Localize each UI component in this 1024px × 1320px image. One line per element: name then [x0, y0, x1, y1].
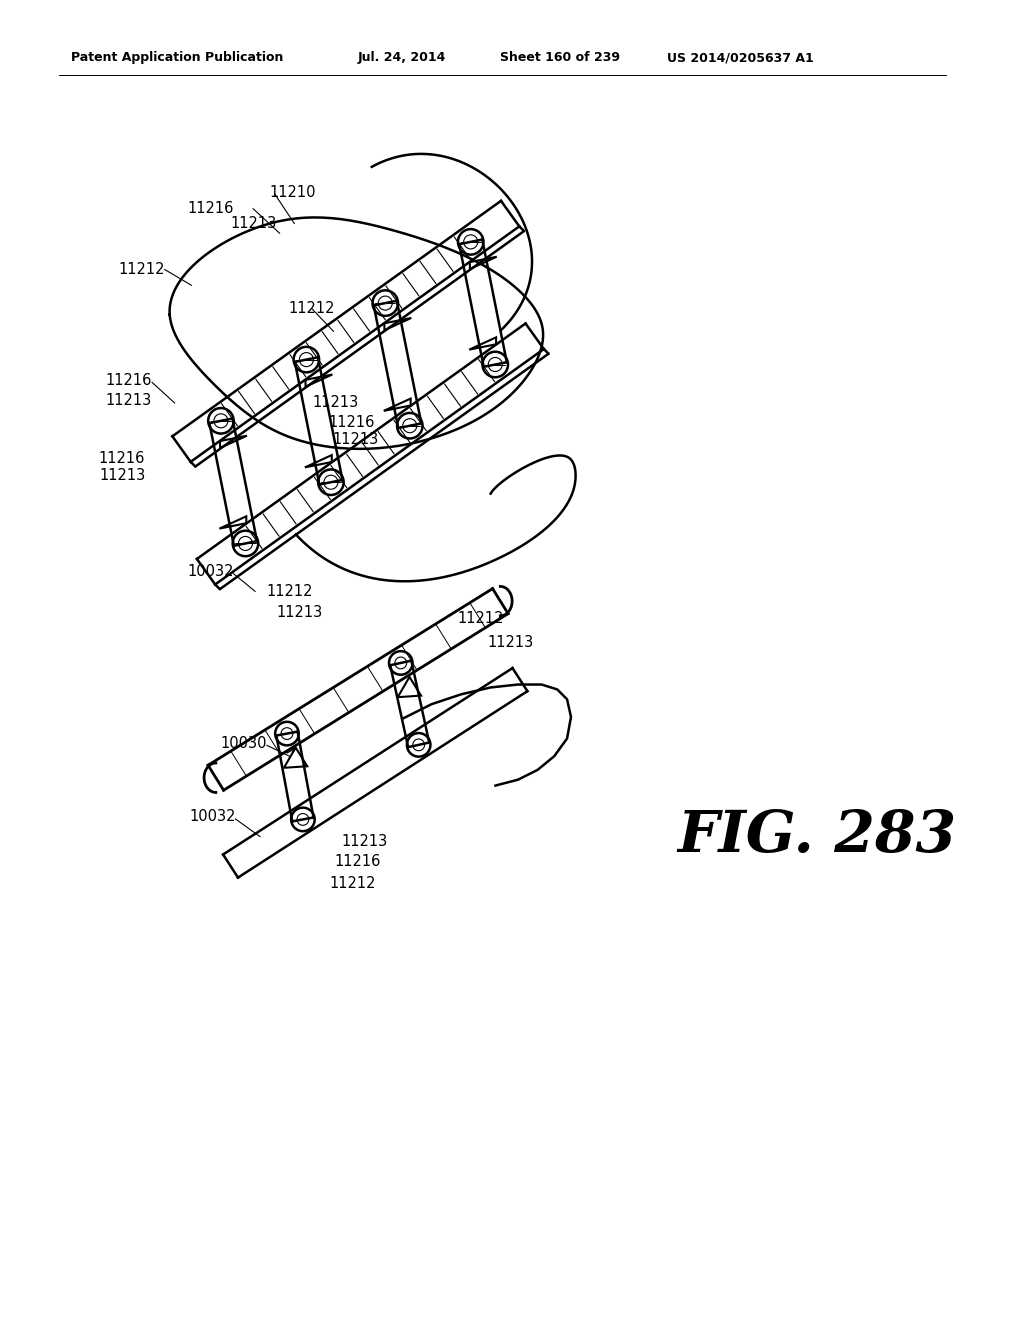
- Text: 11216: 11216: [335, 854, 381, 869]
- Text: Jul. 24, 2014: Jul. 24, 2014: [358, 51, 446, 65]
- Text: 10032: 10032: [189, 809, 236, 825]
- Text: 11212: 11212: [458, 611, 504, 626]
- Text: 10032: 10032: [187, 564, 233, 579]
- Text: 11213: 11213: [276, 606, 323, 620]
- Text: 11212: 11212: [119, 263, 165, 277]
- Text: 11213: 11213: [105, 392, 153, 408]
- Text: 11213: 11213: [312, 396, 358, 411]
- Text: Patent Application Publication: Patent Application Publication: [71, 51, 283, 65]
- Text: 11212: 11212: [289, 301, 335, 317]
- Text: Sheet 160 of 239: Sheet 160 of 239: [501, 51, 621, 65]
- Text: 11213: 11213: [487, 635, 534, 649]
- Text: FIG. 283: FIG. 283: [677, 808, 956, 865]
- Text: 11213: 11213: [99, 469, 145, 483]
- Text: 11216: 11216: [99, 451, 145, 466]
- Text: 11212: 11212: [266, 583, 312, 599]
- Text: 11210: 11210: [269, 185, 316, 199]
- Text: 10030: 10030: [220, 735, 267, 751]
- Text: 11213: 11213: [342, 834, 388, 849]
- Text: 11216: 11216: [187, 201, 234, 216]
- Text: 11212: 11212: [330, 876, 377, 891]
- Text: US 2014/0205637 A1: US 2014/0205637 A1: [667, 51, 814, 65]
- Text: 11216: 11216: [105, 372, 153, 388]
- Text: 11213: 11213: [332, 432, 378, 446]
- Text: 11216: 11216: [328, 414, 375, 430]
- Text: 11213: 11213: [230, 216, 276, 231]
